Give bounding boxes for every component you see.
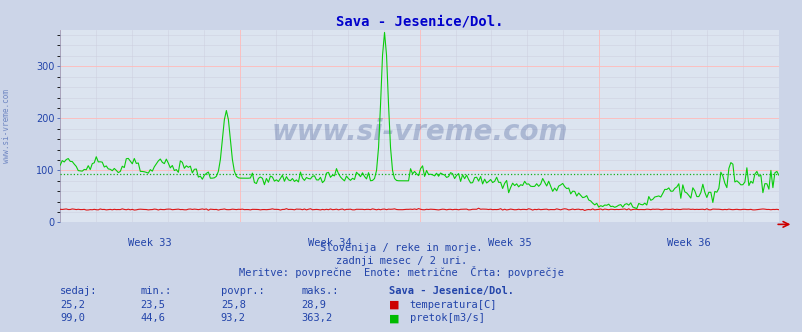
- Text: temperatura[C]: temperatura[C]: [409, 300, 496, 310]
- Text: 363,2: 363,2: [301, 313, 332, 323]
- Text: 99,0: 99,0: [60, 313, 85, 323]
- Text: 93,2: 93,2: [221, 313, 245, 323]
- Text: min.:: min.:: [140, 286, 172, 296]
- Text: Week 35: Week 35: [487, 238, 531, 248]
- Text: www.si-vreme.com: www.si-vreme.com: [271, 118, 567, 146]
- Text: pretok[m3/s]: pretok[m3/s]: [409, 313, 484, 323]
- Text: zadnji mesec / 2 uri.: zadnji mesec / 2 uri.: [335, 256, 467, 266]
- Text: www.si-vreme.com: www.si-vreme.com: [2, 89, 11, 163]
- Text: 25,8: 25,8: [221, 300, 245, 310]
- Text: Sava - Jesenice/Dol.: Sava - Jesenice/Dol.: [389, 286, 514, 296]
- Text: ■: ■: [389, 300, 399, 310]
- Text: Slovenija / reke in morje.: Slovenija / reke in morje.: [320, 243, 482, 253]
- Text: 23,5: 23,5: [140, 300, 165, 310]
- Text: Week 33: Week 33: [128, 238, 172, 248]
- Text: 25,2: 25,2: [60, 300, 85, 310]
- Title: Sava - Jesenice/Dol.: Sava - Jesenice/Dol.: [335, 15, 503, 29]
- Text: sedaj:: sedaj:: [60, 286, 98, 296]
- Text: Week 34: Week 34: [307, 238, 351, 248]
- Text: 44,6: 44,6: [140, 313, 165, 323]
- Text: Meritve: povprečne  Enote: metrične  Črta: povprečje: Meritve: povprečne Enote: metrične Črta:…: [239, 266, 563, 278]
- Text: ■: ■: [389, 313, 399, 323]
- Text: 28,9: 28,9: [301, 300, 326, 310]
- Text: povpr.:: povpr.:: [221, 286, 264, 296]
- Text: maks.:: maks.:: [301, 286, 338, 296]
- Text: Week 36: Week 36: [666, 238, 710, 248]
